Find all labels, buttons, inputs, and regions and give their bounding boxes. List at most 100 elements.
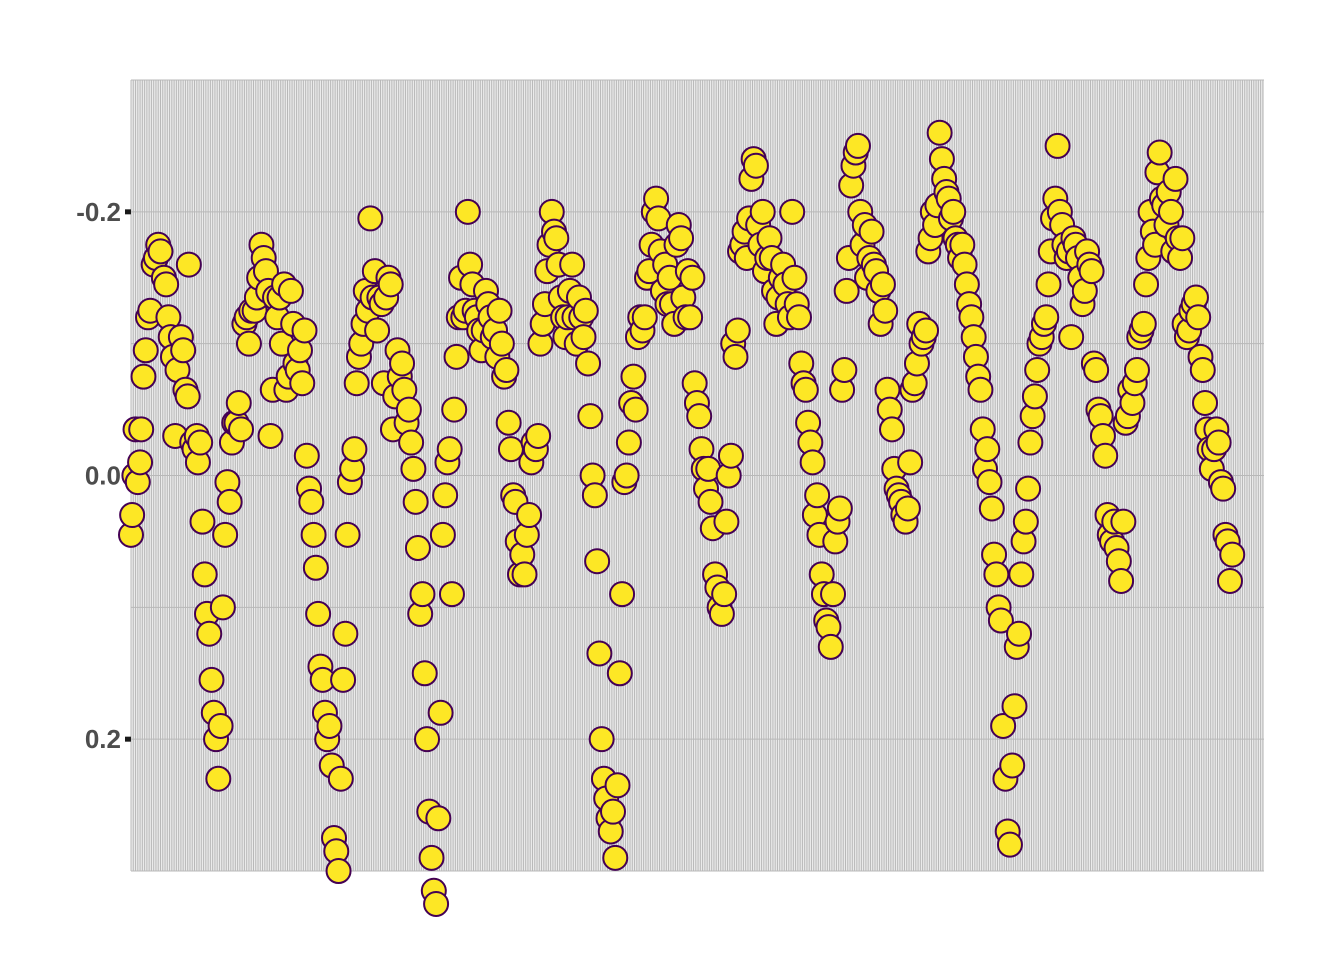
data-point [436, 436, 463, 463]
data-point [913, 317, 940, 344]
data-point [697, 488, 724, 515]
data-point [1024, 357, 1051, 384]
data-point [212, 521, 239, 548]
data-point [602, 844, 629, 871]
data-point [409, 581, 436, 608]
data-point [1162, 165, 1189, 192]
data-point [395, 396, 422, 423]
data-point [897, 449, 924, 476]
data-point [389, 350, 416, 377]
data-point [216, 488, 243, 515]
data-point [1146, 139, 1173, 166]
data-point [872, 297, 899, 324]
data-point [414, 726, 441, 753]
data-point [999, 752, 1026, 779]
data-point [609, 581, 636, 608]
data-point [300, 521, 327, 548]
data-point [799, 449, 826, 476]
data-point [779, 198, 806, 225]
data-point [559, 251, 586, 278]
y-axis: -0.2 0.0 0.2 [76, 197, 131, 754]
data-point [1216, 567, 1243, 594]
data-point [817, 633, 844, 660]
data-point [1108, 567, 1135, 594]
data-point [749, 198, 776, 225]
data-point [786, 304, 813, 331]
data-point [398, 429, 425, 456]
data-point [191, 561, 218, 588]
data-point [343, 370, 370, 397]
data-point [207, 712, 234, 739]
data-point [869, 271, 896, 298]
data-point [1033, 304, 1060, 331]
data-point [1169, 225, 1196, 252]
data-point [119, 502, 146, 529]
data-point [1058, 324, 1085, 351]
data-point [606, 660, 633, 687]
data-point [1078, 258, 1105, 285]
y-tick-label: 0.2 [85, 724, 121, 754]
data-point [432, 482, 459, 509]
data-point [404, 535, 431, 562]
data-point [1035, 271, 1062, 298]
data-point [826, 495, 853, 522]
data-point [205, 765, 232, 792]
data-point [1012, 508, 1039, 535]
data-point [187, 429, 214, 456]
data-point [686, 403, 713, 430]
data-point [400, 455, 427, 482]
data-point [341, 436, 368, 463]
data-point [316, 712, 343, 739]
data-point [495, 409, 522, 436]
data-point [130, 363, 157, 390]
data-point [189, 508, 216, 535]
data-point [974, 436, 1001, 463]
data-point [575, 350, 602, 377]
data-point [196, 620, 223, 647]
data-point [724, 317, 751, 344]
data-point [225, 389, 252, 416]
data-point [615, 429, 642, 456]
data-point [325, 858, 352, 884]
data-point [543, 225, 570, 252]
data-point [1185, 304, 1212, 331]
data-point [298, 488, 325, 515]
data-point [257, 422, 284, 449]
data-point [987, 607, 1014, 634]
data-point [174, 383, 201, 410]
data-point [128, 416, 155, 443]
data-point [153, 271, 180, 298]
data-point [804, 482, 831, 509]
data-point [235, 330, 262, 357]
data-point [622, 396, 649, 423]
data-point [940, 198, 967, 225]
data-point [677, 304, 704, 331]
data-point [454, 198, 481, 225]
data-point [411, 660, 438, 687]
data-points [118, 119, 1246, 917]
data-point [209, 594, 236, 621]
data-point [427, 699, 454, 726]
data-point [978, 495, 1005, 522]
data-point [147, 238, 174, 265]
data-point [926, 119, 953, 146]
data-point [844, 132, 871, 159]
data-point [277, 277, 304, 304]
data-point [1021, 383, 1048, 410]
y-tick-label: 0.0 [85, 461, 121, 491]
data-point [976, 469, 1003, 496]
data-point [1192, 389, 1219, 416]
data-point [831, 357, 858, 384]
y-tick-label: -0.2 [76, 197, 121, 227]
data-point [402, 488, 429, 515]
data-point [198, 666, 225, 693]
data-point [1123, 357, 1150, 384]
data-point [1015, 475, 1042, 502]
data-point [511, 561, 538, 588]
data-point [488, 330, 515, 357]
data-point [833, 277, 860, 304]
data-point [858, 218, 885, 245]
data-point [581, 482, 608, 509]
major-gridlines [131, 79, 1264, 872]
